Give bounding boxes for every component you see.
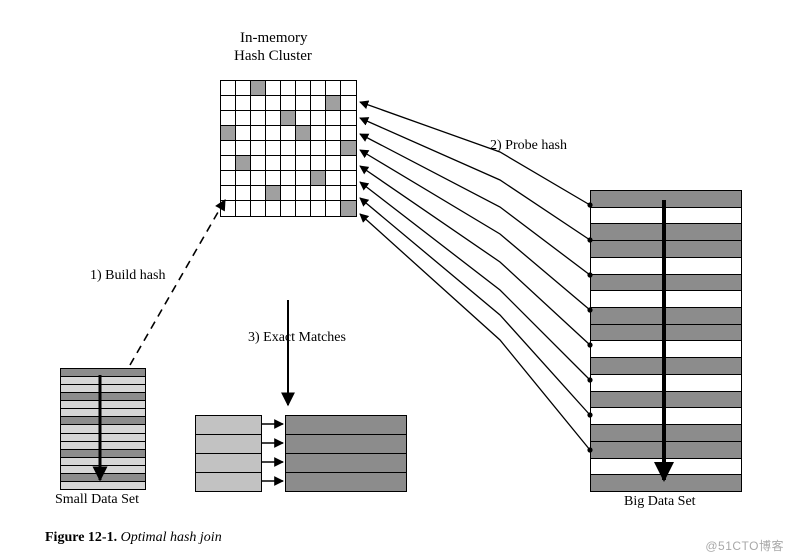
hash-cluster-title-1: In-memory <box>240 30 307 47</box>
match-output-right <box>285 415 407 492</box>
figure-caption: Figure 12-1. Optimal hash join <box>45 530 222 546</box>
match-output-left <box>195 415 262 492</box>
big-data-set-table <box>590 190 742 492</box>
exact-matches-label: 3) Exact Matches <box>248 330 346 346</box>
watermark: @51CTO博客 <box>705 537 784 554</box>
probe-hash-label: 2) Probe hash <box>490 138 567 154</box>
hash-cluster-grid <box>220 80 357 217</box>
small-data-set-label: Small Data Set <box>55 492 139 508</box>
build-hash-label: 1) Build hash <box>90 268 165 284</box>
figure-caption-title: Optimal hash join <box>121 530 222 545</box>
diagram-canvas: In-memory Hash Cluster Small Data Set Bi… <box>0 0 792 560</box>
figure-caption-prefix: Figure 12-1. <box>45 530 121 545</box>
small-data-set-table <box>60 368 146 490</box>
big-data-set-label: Big Data Set <box>624 494 696 510</box>
hash-cluster-title-2: Hash Cluster <box>234 48 312 65</box>
